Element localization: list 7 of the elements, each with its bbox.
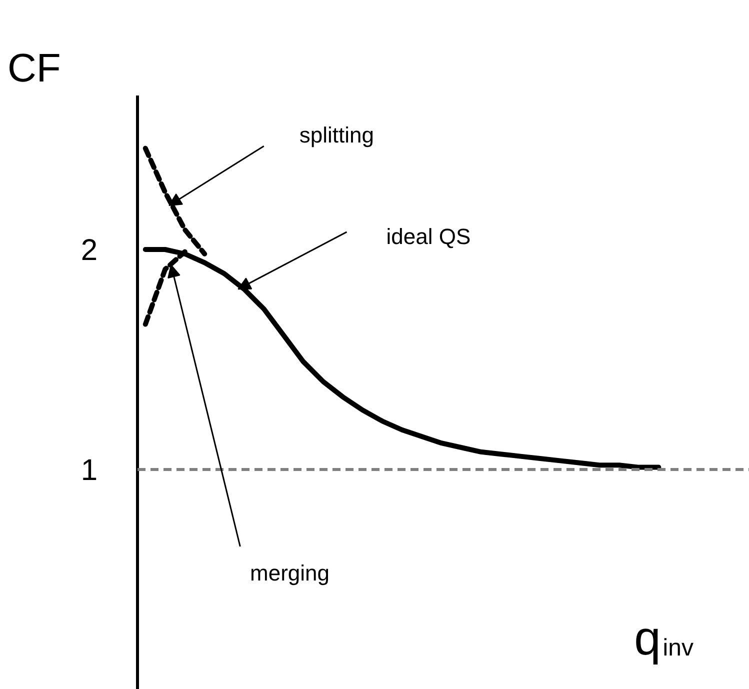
y-tick-label: 2 [80,234,98,267]
y-tick-label: 1 [80,454,98,487]
y-axis-title: CF [8,46,61,90]
x-axis-title: qinv [634,612,694,666]
annotation: splitting [299,122,374,148]
annotation: ideal QS [386,224,471,249]
annotation: merging [250,560,330,586]
